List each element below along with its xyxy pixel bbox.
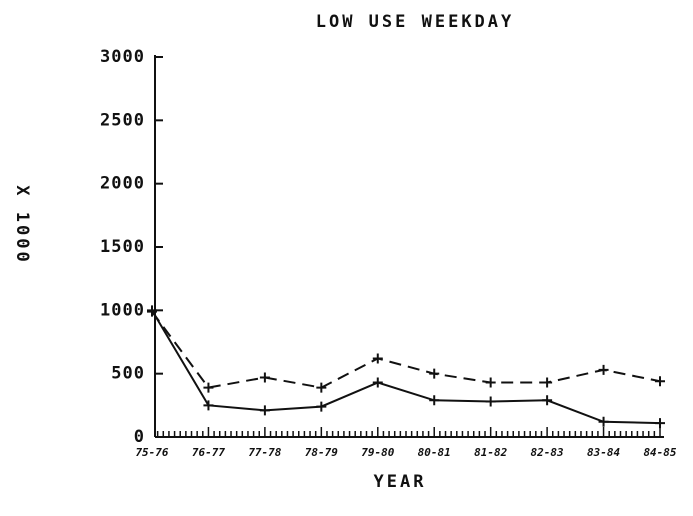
x-tick-label: 77-78: [248, 446, 281, 459]
y-tick-label: 2500: [100, 110, 145, 130]
point-marker: [147, 306, 157, 317]
x-tick-label: 75-76: [135, 446, 168, 459]
point-marker: [259, 372, 270, 383]
point-marker: [542, 395, 553, 406]
point-marker: [485, 377, 496, 388]
point-marker: [316, 382, 327, 393]
line: [151, 311, 661, 389]
y-tick-label: 1500: [100, 237, 145, 257]
x-tick-label: 84-85: [643, 446, 676, 459]
y-axis-label: X 1000: [12, 185, 32, 264]
x-tick-label: 79-80: [361, 446, 394, 459]
y-tick-label: 0: [134, 427, 145, 447]
point-marker: [316, 401, 327, 412]
point-marker: [203, 400, 214, 411]
x-tick-label: 76-77: [192, 446, 225, 459]
y-tick-label: 2000: [100, 174, 145, 194]
point-marker: [429, 395, 440, 406]
x-tick-label: 78-79: [305, 446, 338, 459]
x-tick-label: 83-84: [587, 446, 620, 459]
chart-title: LOW USE WEEKDAY: [316, 12, 515, 32]
y-tick-label: 1000: [100, 300, 145, 320]
point-marker: [485, 396, 496, 407]
x-tick-label: 81-82: [474, 446, 507, 459]
point-marker: [598, 364, 609, 375]
x-tick-label: 82-83: [531, 446, 564, 459]
point-marker: [372, 353, 383, 364]
point-marker: [542, 377, 553, 388]
x-axis-label: YEAR: [374, 472, 427, 492]
point-marker: [429, 368, 440, 379]
point-marker: [372, 377, 383, 388]
point-marker: [598, 416, 609, 427]
point-marker: [655, 418, 665, 429]
y-tick-label: 500: [111, 364, 145, 384]
point-marker: [259, 405, 270, 416]
point-marker: [203, 382, 214, 393]
y-tick-label: 3000: [100, 47, 145, 67]
x-tick-label: 80-81: [418, 446, 451, 459]
line: [151, 309, 661, 425]
point-marker: [655, 376, 665, 387]
